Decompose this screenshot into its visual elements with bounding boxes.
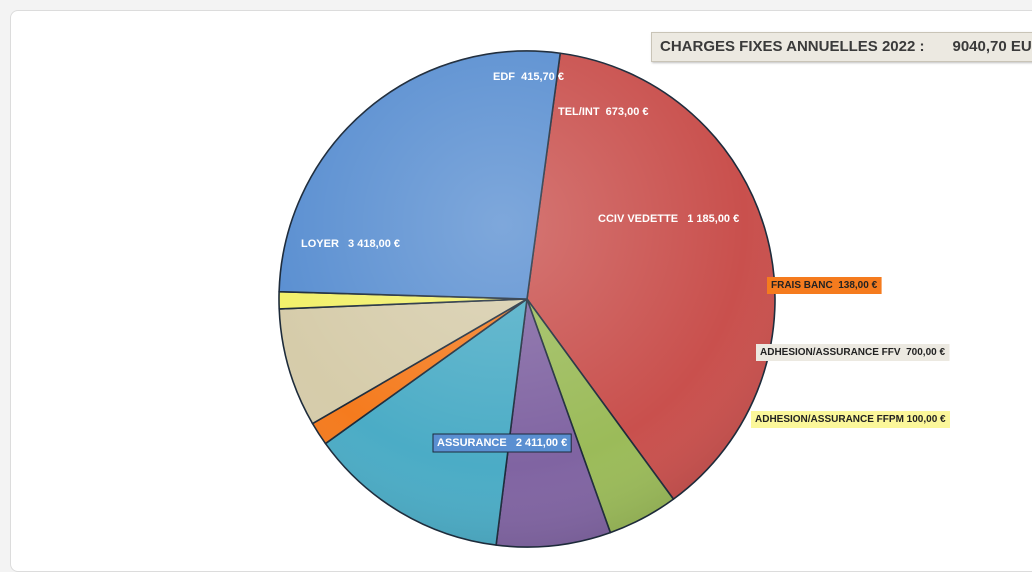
data-label-cciv-vedette: CCIV VEDETTE 1 185,00 € <box>598 213 739 225</box>
pie-slice-assurance <box>279 51 560 299</box>
data-label-assurance: ASSURANCE 2 411,00 € <box>437 437 567 449</box>
data-label-loyer: LOYER 3 418,00 € <box>301 238 400 250</box>
chart-title-label: CHARGES FIXES ANNUELLES 2022 : <box>660 38 925 55</box>
chart-title: CHARGES FIXES ANNUELLES 2022 : 9040,70 EU… <box>651 32 1032 62</box>
chart-card: LOYER 3 418,00 € EDF 415,70 € TEL/INT 673,… <box>10 10 1032 572</box>
data-label-frais-banc: FRAIS BANC 138,00 € <box>771 280 878 291</box>
data-label-edf: EDF 415,70 € <box>493 71 564 83</box>
data-label-adhesion-assurance-ffpm: ADHESION/ASSURANCE FFPM 100,00 € <box>755 414 946 425</box>
data-label-adhesion-assurance-ffv: ADHESION/ASSURANCE FFV 700,00 € <box>760 347 945 358</box>
data-label-tel-int: TEL/INT 673,00 € <box>558 106 648 118</box>
pie-slices <box>279 51 775 547</box>
chart-title-amount: 9040,70 EUROS <box>953 38 1032 55</box>
pie-chart: LOYER 3 418,00 € EDF 415,70 € TEL/INT 673,… <box>11 11 1032 571</box>
